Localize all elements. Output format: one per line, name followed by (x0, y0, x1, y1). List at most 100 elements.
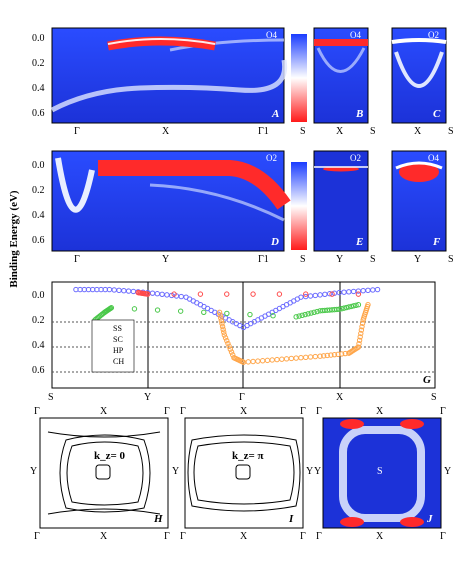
tick-e2-a: 0.4 (32, 83, 45, 94)
xtick-d-2: Γ1 (258, 254, 269, 265)
point-ch (307, 354, 314, 360)
point-sc (303, 291, 309, 297)
tag-f: O4 (428, 153, 439, 163)
tag-b: O4 (350, 30, 361, 40)
point-ch (245, 359, 251, 365)
point-hp (247, 311, 253, 318)
tick-e0-d: 0.0 (32, 160, 45, 171)
label-c: C (433, 108, 441, 120)
point-sc (171, 291, 177, 297)
point-ch (218, 315, 224, 321)
point-ch (226, 343, 232, 350)
point-ch (221, 332, 228, 338)
point-ss (341, 289, 347, 295)
point-ch (328, 352, 334, 358)
label-b: B (356, 108, 364, 120)
xtick-g-3: X (336, 392, 344, 403)
point-ss (121, 288, 127, 294)
tick-e1-a: 0.2 (32, 58, 45, 69)
point-ss (111, 287, 117, 293)
xtick-g-1: Y (144, 392, 152, 403)
point-hp (353, 302, 359, 308)
xtick-d-0: Γ (74, 254, 80, 265)
point-ch (356, 341, 362, 347)
panel-f (391, 150, 447, 252)
point-ss (370, 287, 376, 293)
point-ss (365, 287, 371, 294)
point-sc (145, 291, 151, 297)
point-hp (350, 303, 357, 309)
xtick-c-1: X (414, 126, 422, 137)
legend-hp: HP (113, 346, 124, 355)
legend-box (91, 319, 135, 373)
kz-label-h: k_z= 0 (94, 450, 126, 462)
point-hp (302, 311, 308, 318)
point-ch (224, 337, 230, 344)
fs-j-y-right: Y (444, 466, 452, 477)
fs-i-corner-tr: Γ (300, 406, 306, 417)
point-ch (324, 352, 330, 359)
point-ss (322, 291, 328, 298)
point-ss (149, 290, 156, 296)
fs-h-corner-tr: Γ (164, 406, 170, 417)
point-hp (343, 304, 350, 311)
point-ch (356, 337, 363, 343)
point-hp (270, 312, 276, 319)
legend-ch: CH (113, 357, 125, 366)
point-ss (346, 289, 352, 295)
point-ch (288, 355, 295, 362)
point-hp (355, 302, 362, 308)
point-hp (314, 308, 320, 315)
panel-h (39, 417, 169, 529)
fs-i-corner-bl: Γ (180, 531, 186, 542)
point-ch (222, 335, 229, 341)
fs-i-corner-br: Γ (300, 531, 306, 542)
point-sc (250, 291, 256, 297)
xtick-g-2: Γ (239, 392, 245, 403)
point-hp (177, 308, 184, 314)
fs-j-corner-tr: Γ (440, 406, 446, 417)
point-ch (293, 355, 299, 361)
tag-a: O4 (266, 30, 277, 40)
point-ss (374, 286, 381, 293)
label-d: D (271, 236, 279, 248)
point-ch (342, 350, 348, 357)
point-ch (220, 326, 226, 333)
point-ch (274, 356, 280, 363)
fs-h-x-top: X (100, 406, 108, 417)
point-ss (350, 288, 357, 295)
fs-h-corner-bl: Γ (34, 531, 40, 542)
legend-ss: SS (113, 324, 122, 333)
tick-e3-a: 0.6 (32, 108, 45, 119)
xtick-a-0: Γ (74, 126, 80, 137)
point-ch (255, 358, 261, 364)
panel-b (313, 27, 369, 124)
xtick-b-2: S (370, 126, 376, 137)
point-sc (224, 291, 230, 297)
panel-e (313, 150, 369, 252)
point-ch (227, 346, 234, 352)
xtick-e-1: Y (336, 254, 344, 265)
xtick-e-0: S (300, 254, 306, 265)
label-j: J (427, 513, 433, 525)
tick-e1-d: 0.2 (32, 185, 45, 196)
point-sc (329, 291, 335, 297)
fs-h-corner-br: Γ (164, 531, 170, 542)
xtick-g-4: S (431, 392, 437, 403)
point-ch (217, 312, 223, 318)
point-hp (201, 309, 207, 315)
point-hp (296, 313, 302, 319)
point-ch (303, 354, 309, 361)
point-ch (320, 353, 327, 359)
point-hp (308, 310, 314, 316)
tag-e: O2 (350, 153, 361, 163)
chart-g (51, 281, 436, 389)
fs-i-y-right: Y (306, 466, 314, 477)
label-e: E (356, 236, 364, 248)
tick-e1-g: 0.2 (32, 315, 45, 326)
label-a: A (272, 108, 280, 120)
label-h: H (154, 513, 163, 525)
point-ch (312, 353, 319, 360)
point-ch (359, 323, 365, 330)
